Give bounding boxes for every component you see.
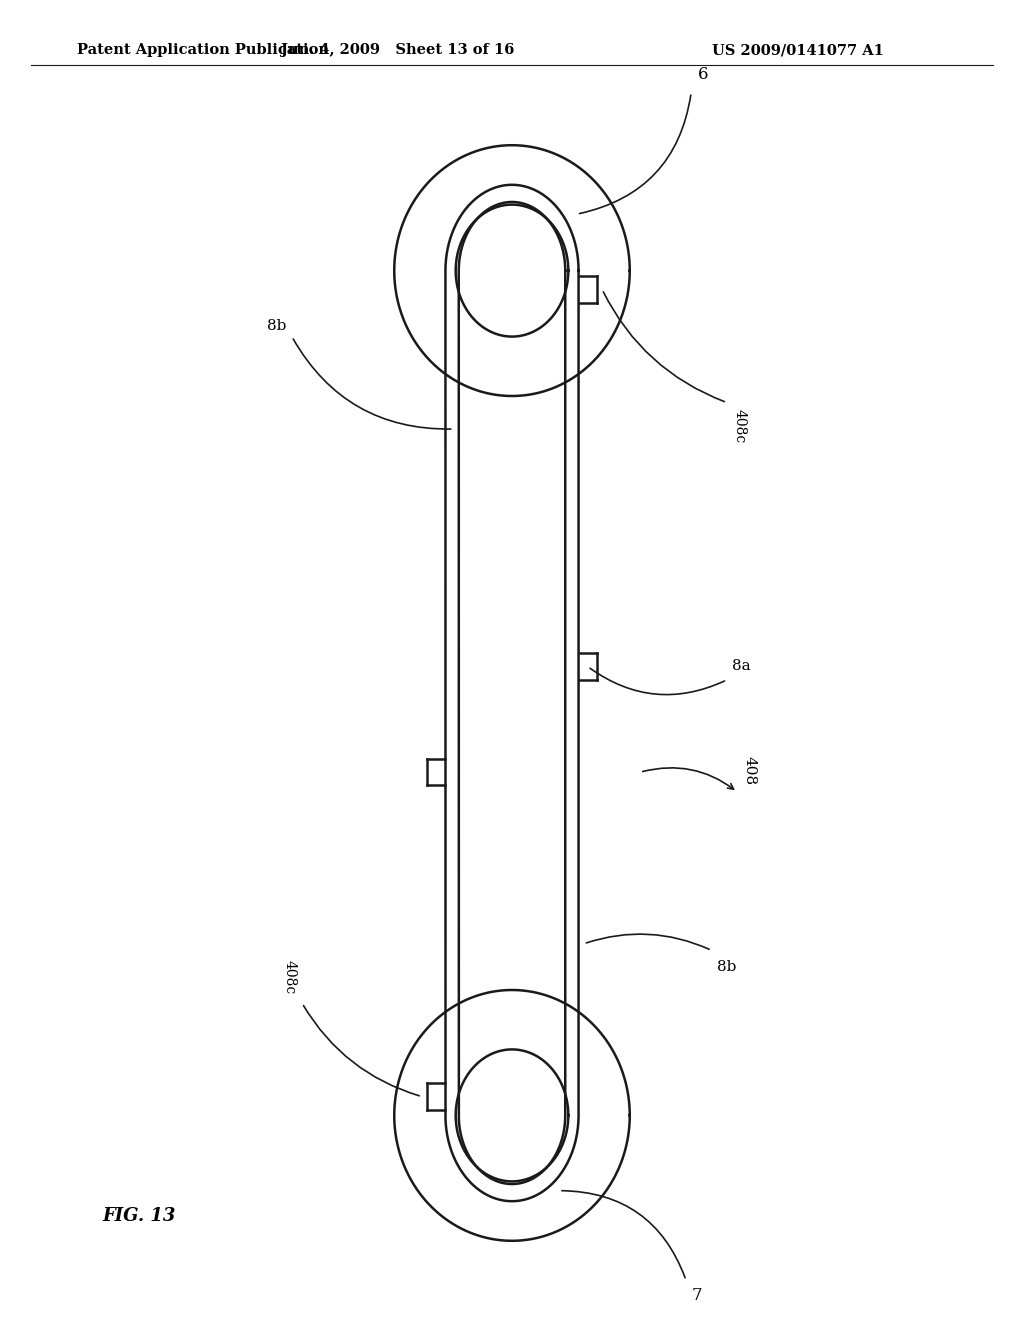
Text: 408c: 408c	[283, 960, 297, 994]
Text: 8b: 8b	[267, 319, 287, 333]
Text: 7: 7	[691, 1287, 701, 1304]
Text: 6: 6	[698, 66, 709, 83]
Text: FIG. 13: FIG. 13	[102, 1206, 176, 1225]
Text: 8b: 8b	[717, 960, 736, 974]
Text: US 2009/0141077 A1: US 2009/0141077 A1	[712, 44, 884, 57]
Text: Patent Application Publication: Patent Application Publication	[77, 44, 329, 57]
Text: 408c: 408c	[732, 409, 746, 444]
Text: 8a: 8a	[732, 659, 751, 673]
Text: Jun. 4, 2009   Sheet 13 of 16: Jun. 4, 2009 Sheet 13 of 16	[281, 44, 514, 57]
Text: 408: 408	[742, 756, 757, 785]
